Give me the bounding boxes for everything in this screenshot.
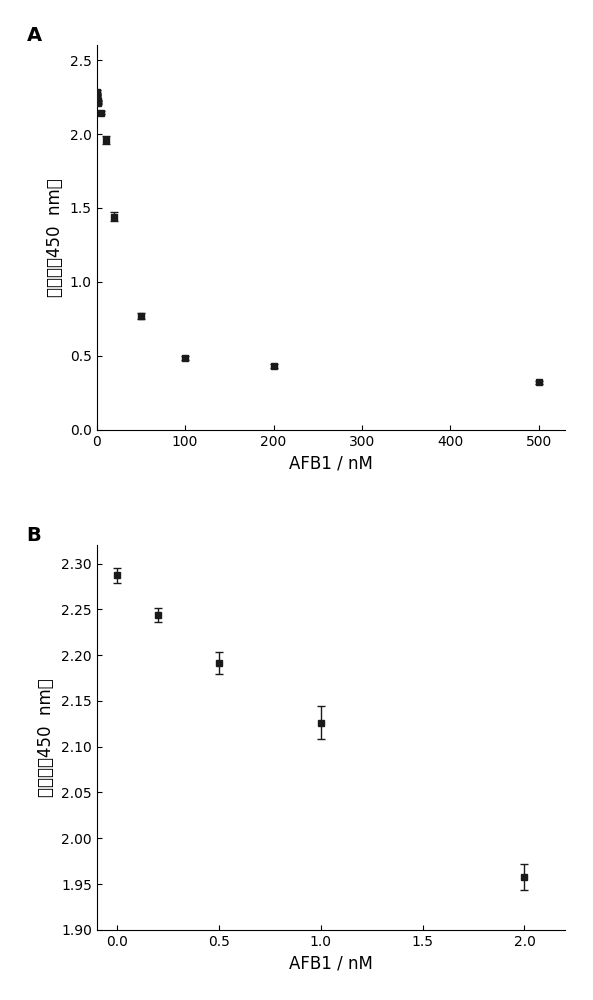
Text: A: A [27, 26, 42, 45]
X-axis label: AFB1 / nM: AFB1 / nM [289, 954, 373, 972]
Y-axis label: 吸光度（450  nm）: 吸光度（450 nm） [46, 178, 64, 297]
Text: B: B [27, 526, 41, 545]
X-axis label: AFB1 / nM: AFB1 / nM [289, 454, 373, 472]
Y-axis label: 吸光度（450  nm）: 吸光度（450 nm） [37, 678, 55, 797]
